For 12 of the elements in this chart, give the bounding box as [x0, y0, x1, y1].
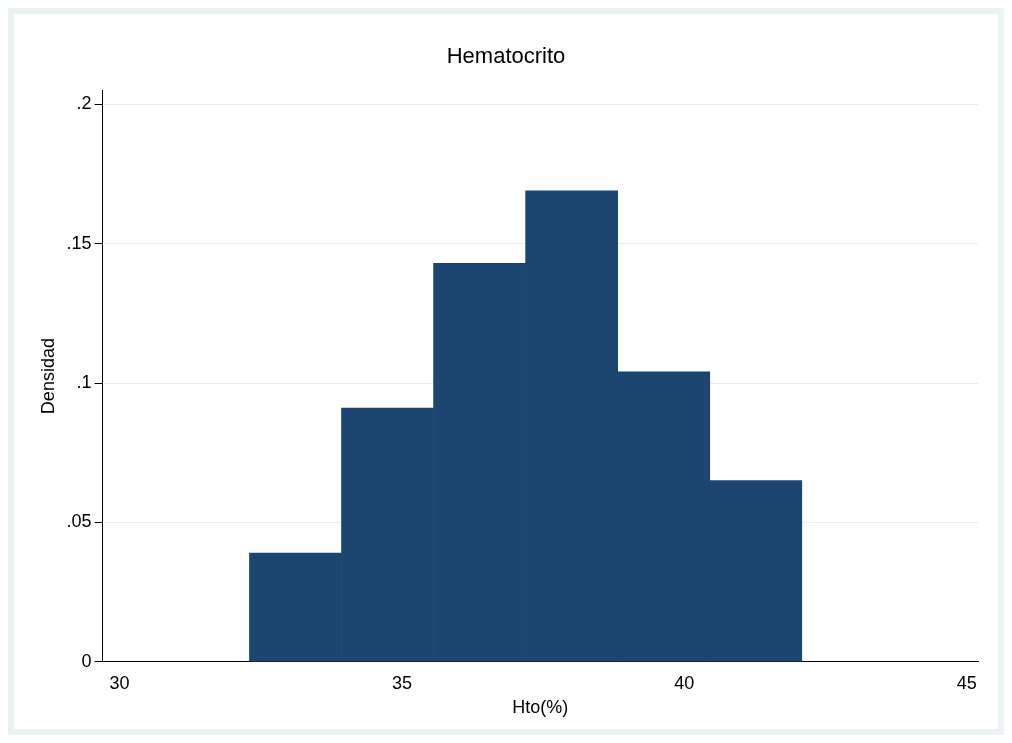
x-tick-label: 30: [109, 672, 130, 693]
y-tick-label: .15: [66, 232, 92, 253]
y-tick-label: 0: [81, 650, 92, 671]
x-tick-label: 40: [674, 672, 695, 693]
x-tick-label: 35: [391, 672, 412, 693]
x-tick-label: 45: [956, 672, 977, 693]
y-tick-label: .05: [66, 511, 92, 532]
x-axis-title: Hto(%): [512, 697, 569, 718]
y-tick-label: .2: [76, 93, 92, 114]
y-axis-title: Densidad: [37, 338, 58, 415]
y-tick-label: .1: [76, 372, 92, 393]
chart-title: Hematocrito: [446, 43, 566, 69]
